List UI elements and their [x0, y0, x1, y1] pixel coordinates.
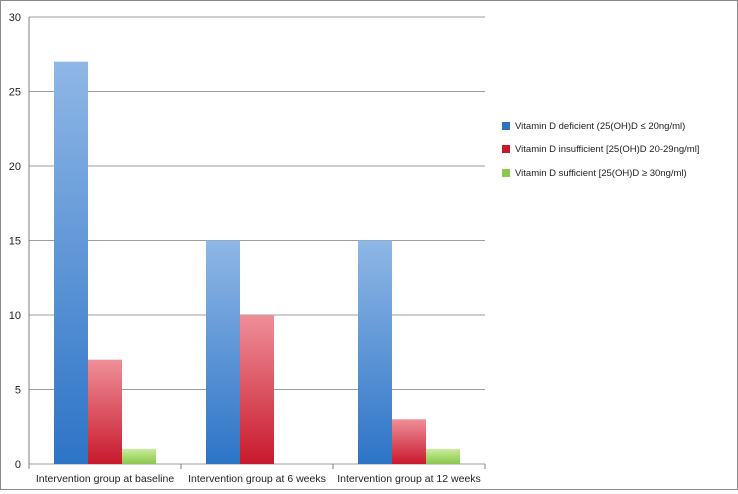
legend-swatch-2 — [502, 169, 510, 177]
x-tick-label: Intervention group at 12 weeks — [337, 473, 481, 485]
y-tick-label: 30 — [9, 12, 21, 24]
legend-label-1: Vitamin D insufficient [25(OH)D 20-29ng/… — [515, 144, 699, 155]
y-tick-label: 20 — [9, 161, 21, 173]
bar-series-2-cat-0 — [122, 449, 156, 464]
bar-series-1-cat-0 — [88, 359, 122, 464]
legend-swatch-1 — [502, 145, 510, 153]
bar-series-1-cat-1 — [240, 315, 274, 464]
legend-swatch-0 — [502, 122, 510, 130]
x-tick-label: Intervention group at 6 weeks — [188, 473, 326, 485]
x-tick-label: Intervention group at baseline — [36, 473, 175, 485]
bar-series-0-cat-1 — [206, 240, 240, 464]
y-tick-label: 25 — [9, 87, 21, 99]
bar-series-0-cat-2 — [358, 240, 392, 464]
bar-series-2-cat-2 — [426, 449, 460, 464]
y-tick-label: 5 — [15, 385, 21, 397]
bar-series-1-cat-2 — [392, 419, 426, 464]
bar-series-0-cat-0 — [54, 61, 88, 464]
legend-label-0: Vitamin D deficient (25(OH)D ≤ 20ng/ml) — [515, 121, 685, 132]
y-tick-label: 15 — [9, 236, 21, 248]
y-tick-label: 10 — [9, 310, 21, 322]
y-tick-label: 0 — [15, 459, 21, 471]
legend-label-2: Vitamin D sufficient [25(OH)D ≥ 30ng/ml) — [515, 168, 687, 179]
